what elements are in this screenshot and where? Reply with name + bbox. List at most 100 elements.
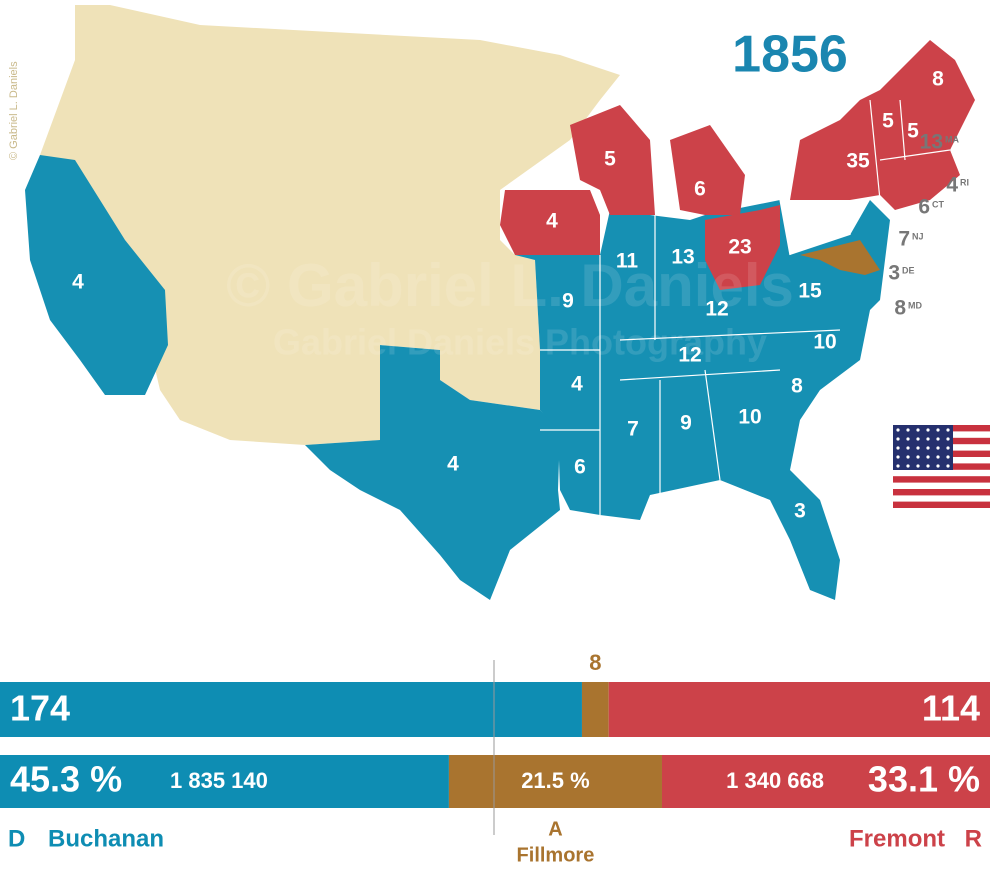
small-state-abbr: DE (902, 265, 915, 275)
territories (40, 5, 620, 445)
flag-star (916, 437, 920, 441)
wisconsin (570, 105, 655, 215)
ohio (705, 205, 780, 290)
texas (305, 345, 560, 600)
electoral-bar (581, 682, 609, 737)
flag-star (906, 464, 910, 468)
state-votes: 27 (810, 206, 833, 229)
northeast (790, 40, 975, 210)
state-votes: 3 (794, 500, 806, 523)
map (25, 5, 975, 600)
state-votes: 6 (574, 456, 586, 479)
state-votes: 4 (546, 210, 558, 233)
small-state-votes: 3 (888, 262, 900, 285)
flag-star (926, 464, 930, 468)
flag-star (896, 437, 900, 441)
flag-star (906, 446, 910, 450)
watermark-side: © Gabriel L. Daniels (8, 61, 20, 160)
flag-star (916, 455, 920, 459)
electoral-bar (608, 682, 990, 737)
year-title: 1856 (732, 26, 848, 84)
flag-star (936, 428, 940, 432)
small-state-abbr: CT (932, 199, 944, 209)
candidate-name: Fillmore (517, 844, 595, 866)
party: A (548, 818, 562, 840)
popular-percent: 33.1 % (868, 759, 980, 800)
state-votes: 4 (447, 453, 459, 476)
state-votes: 9 (562, 290, 574, 313)
flag-star (896, 455, 900, 459)
state-votes: 9 (680, 412, 692, 435)
iowa (500, 190, 600, 255)
candidate-name: Buchanan (48, 825, 164, 852)
flag-star (916, 428, 920, 432)
state-votes: 5 (907, 120, 919, 143)
state-votes: 35 (846, 150, 870, 173)
state-votes: 8 (932, 68, 944, 91)
flag-star (936, 446, 940, 450)
popular-votes: 1 340 668 (726, 768, 824, 793)
electoral-bar (0, 682, 582, 737)
flag-star (916, 446, 920, 450)
flag-star (916, 464, 920, 468)
state-votes: 13 (671, 246, 694, 269)
flag-star (936, 437, 940, 441)
flag-star (946, 437, 950, 441)
small-state-abbr: MA (945, 134, 959, 144)
flag-star (906, 437, 910, 441)
small-state-abbr: NJ (912, 231, 924, 241)
popular-percent: 45.3 % (10, 759, 122, 800)
small-state-votes: 6 (918, 196, 930, 219)
state-votes: 10 (813, 331, 836, 354)
popular-votes: 1 835 140 (170, 768, 268, 793)
flag-star (926, 437, 930, 441)
flag-star (896, 428, 900, 432)
small-state-votes: 13 (920, 131, 943, 154)
flag-star (936, 464, 940, 468)
state-borders (540, 99, 951, 515)
flag-star (946, 455, 950, 459)
state-votes: 4 (72, 271, 84, 294)
state-votes: 23 (728, 236, 751, 259)
state-votes: 5 (604, 148, 616, 171)
flag-star (926, 428, 930, 432)
michigan (670, 125, 745, 215)
popular-percent: 21.5 % (521, 768, 590, 793)
small-state-abbr: MD (908, 300, 922, 310)
candidate-name: Fremont (849, 825, 945, 852)
small-state-abbr: RI (960, 177, 969, 187)
watermark-sub: Gabriel Daniels Photography (273, 322, 767, 363)
flag-star (896, 446, 900, 450)
state-votes: 12 (705, 298, 728, 321)
california (25, 155, 168, 395)
popular-bar (448, 755, 662, 808)
party: R (965, 825, 982, 852)
popular-bar (0, 755, 449, 808)
party: D (8, 825, 25, 852)
watermark-main: © Gabriel L. Daniels (226, 252, 794, 319)
flag-star (926, 446, 930, 450)
electoral-votes: 8 (589, 650, 601, 675)
flag-star (946, 464, 950, 468)
flag-star (926, 455, 930, 459)
state-votes: 10 (738, 406, 761, 429)
flag-star (946, 428, 950, 432)
small-state-votes: 4 (946, 174, 958, 197)
state-votes: 5 (882, 110, 894, 133)
state-votes: 12 (678, 344, 701, 367)
state-votes: 8 (791, 375, 803, 398)
maryland (800, 240, 880, 275)
flag-star (906, 428, 910, 432)
popular-bar (661, 755, 990, 808)
small-state-votes: 8 (894, 297, 906, 320)
state-votes: 4 (571, 373, 583, 396)
democratic-states (515, 200, 890, 600)
flag-star (906, 455, 910, 459)
state-votes: 7 (627, 418, 639, 441)
electoral-votes: 114 (922, 688, 980, 729)
state-votes: 11 (616, 250, 639, 273)
flag-star (896, 464, 900, 468)
small-state-votes: 7 (898, 228, 910, 251)
state-votes: 6 (694, 178, 706, 201)
